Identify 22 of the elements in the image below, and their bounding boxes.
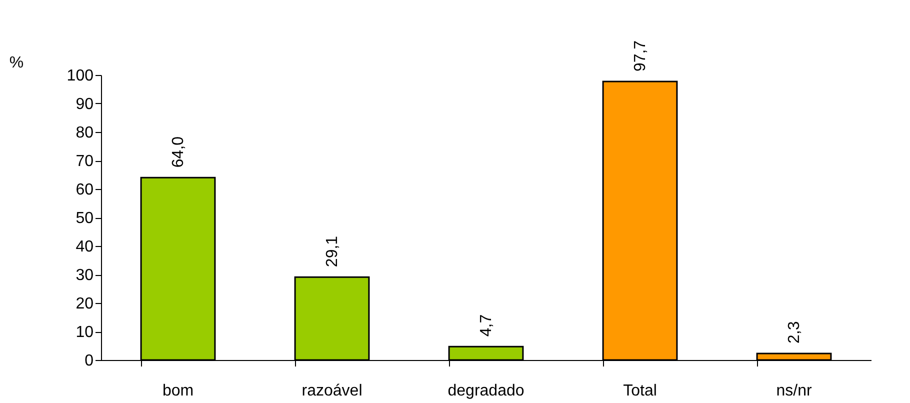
- x-tick-label: Total: [623, 382, 657, 400]
- data-label: 29,1: [324, 236, 341, 268]
- data-label: 4,7: [478, 314, 495, 337]
- y-axis-title: %: [9, 54, 24, 72]
- y-tick-label: 20: [76, 296, 94, 312]
- data-label: 97,7: [632, 40, 649, 72]
- y-tick-label: 100: [66, 68, 94, 84]
- data-label: 2,3: [786, 321, 803, 344]
- y-tick-label: 60: [76, 182, 94, 198]
- data-label: 64,0: [170, 136, 187, 168]
- x-tick-label: razoável: [302, 382, 362, 400]
- y-tick-label: 80: [76, 124, 94, 142]
- y-tick-label: 0: [84, 352, 94, 370]
- y-tick-label: 50: [76, 210, 94, 227]
- y-tick-label: 10: [76, 324, 94, 341]
- y-tick-label: 70: [76, 153, 94, 170]
- x-tick-label: ns/nr: [776, 382, 812, 400]
- y-tick-label: 90: [76, 96, 94, 113]
- x-tick-label: bom: [162, 382, 194, 400]
- x-tick-label: degradado: [448, 382, 524, 400]
- y-tick-label: 40: [76, 238, 94, 256]
- y-tick-label: 30: [76, 267, 94, 284]
